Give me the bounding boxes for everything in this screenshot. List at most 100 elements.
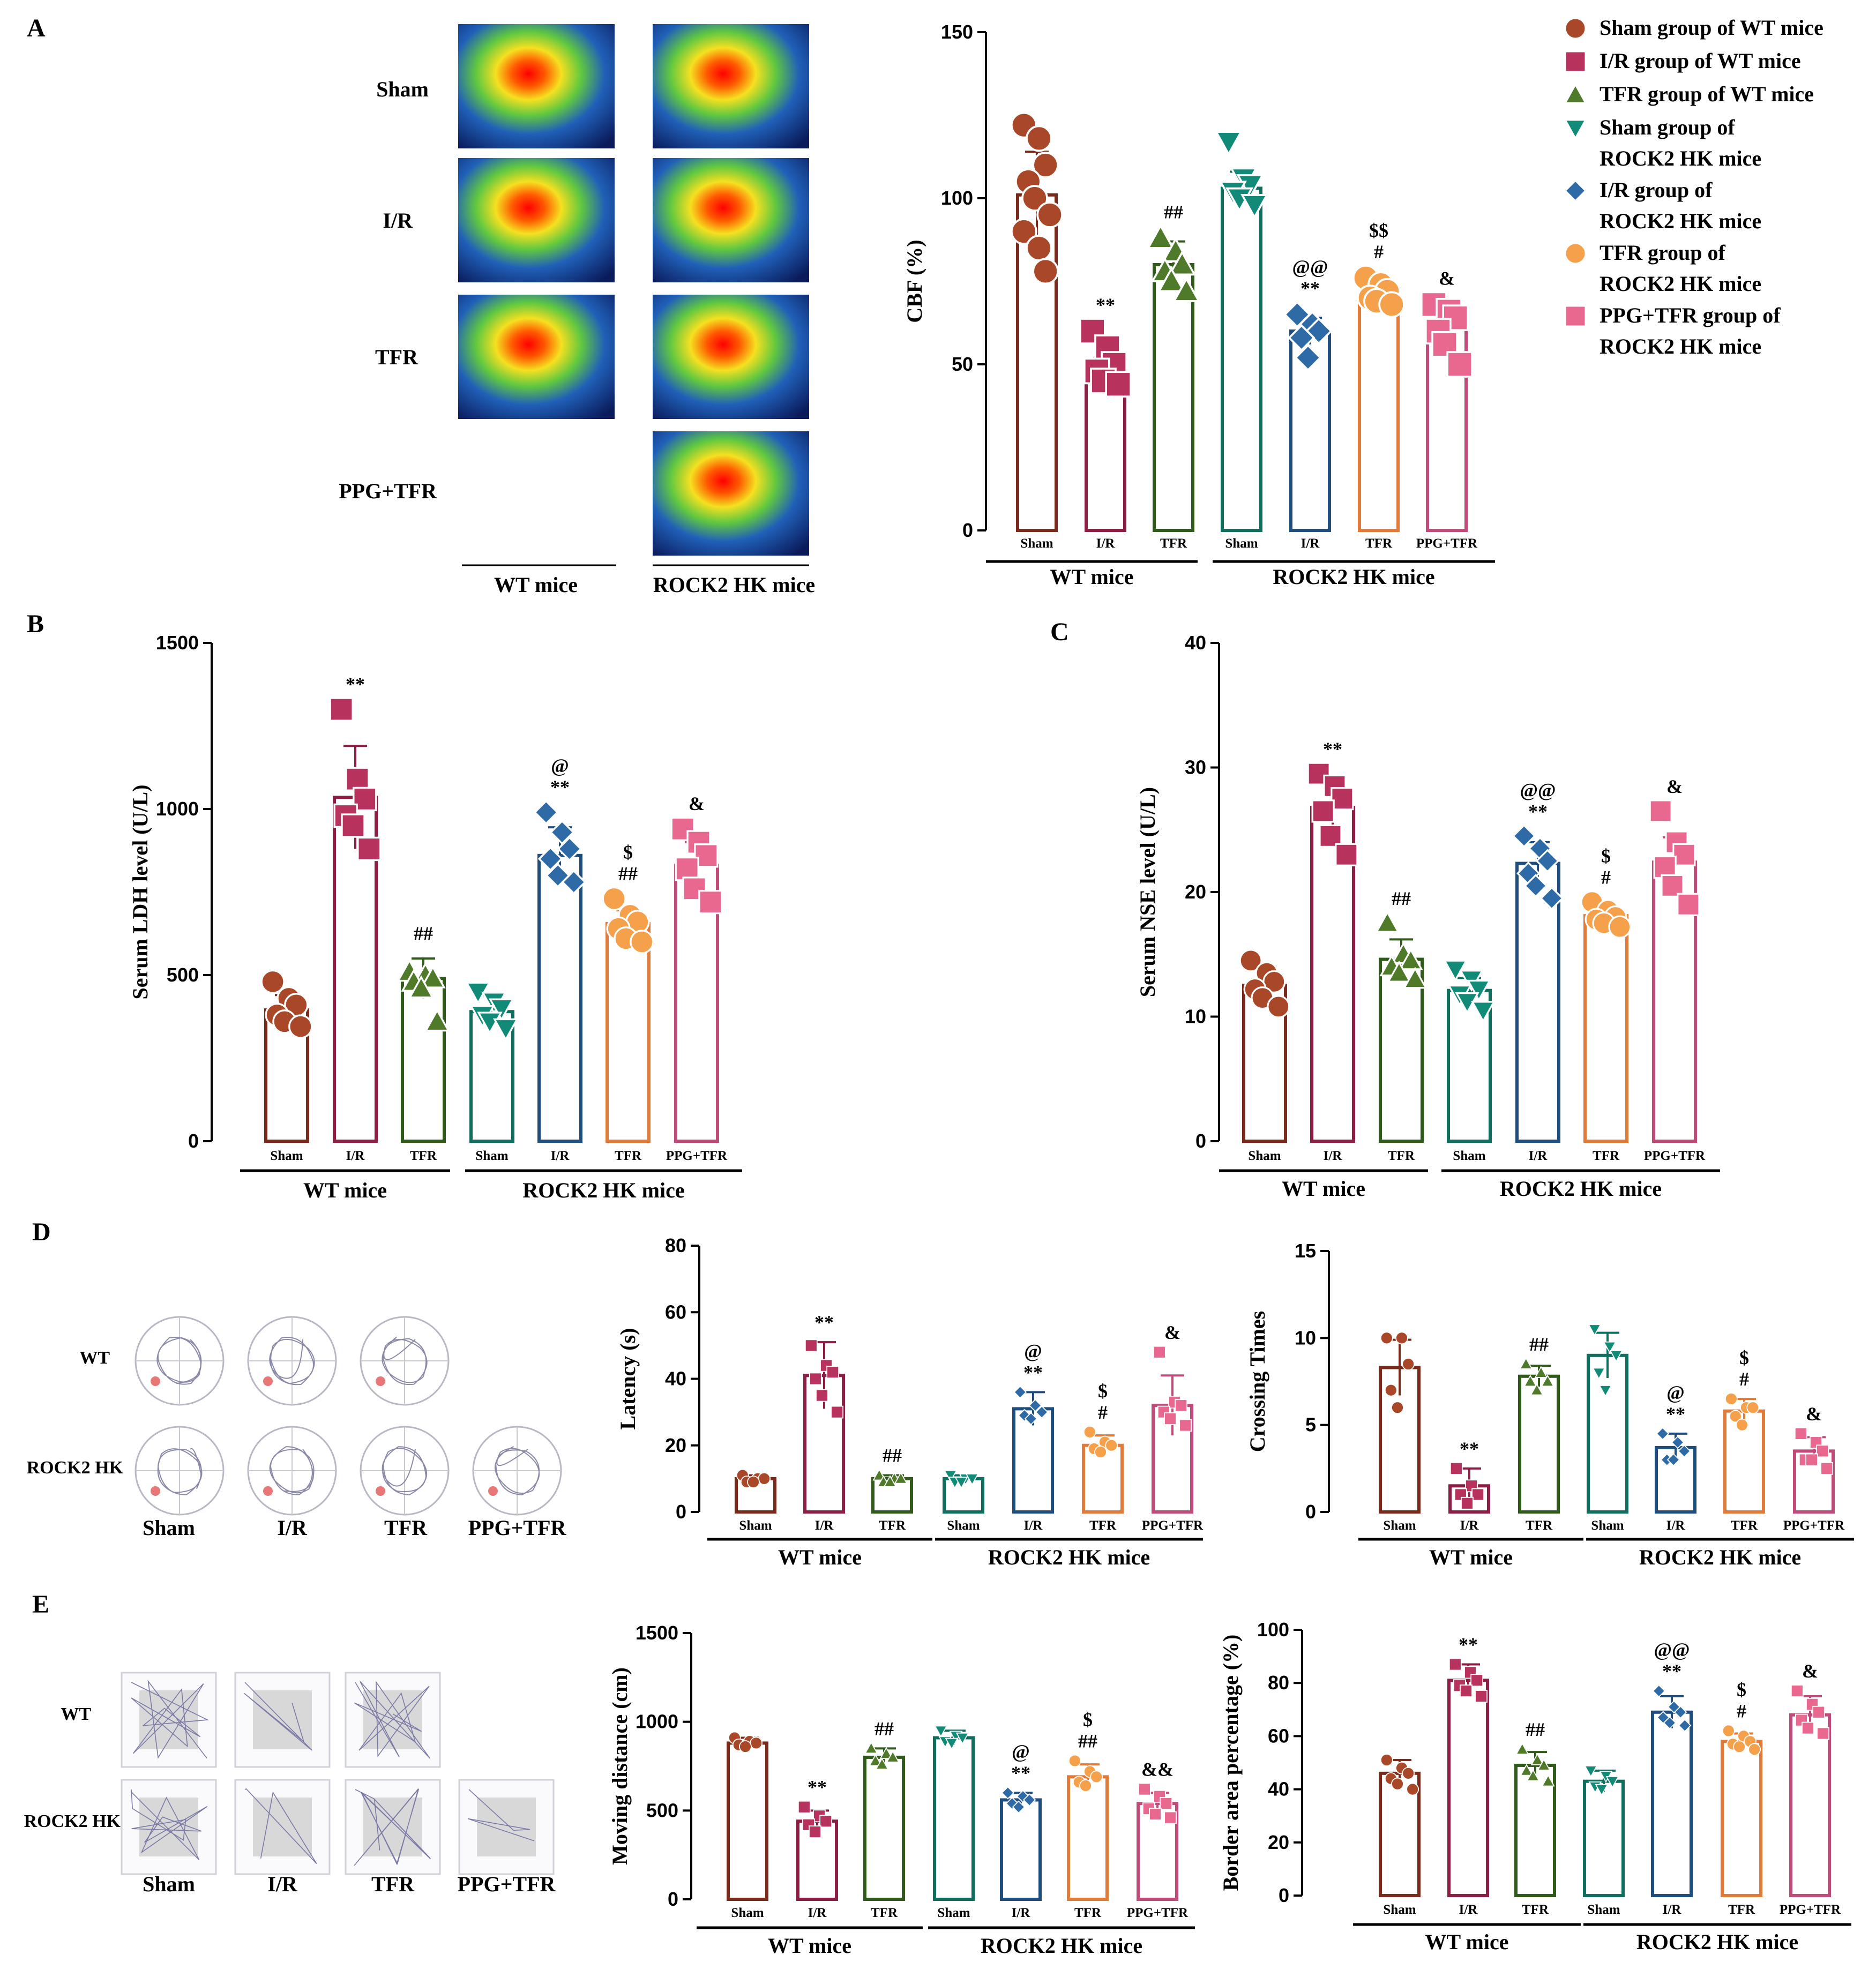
- data-point: [831, 1405, 844, 1419]
- chart-d1: 0 20 40 60 80 Latency (s) Sham ** I/R ## TFR Sham **…: [616, 1234, 1204, 1569]
- data-point: [424, 1008, 450, 1032]
- chart-e1: 0 500 1000 1500 Moving distance (cm) Sham ** I/…: [608, 1622, 1195, 1958]
- data-point: [675, 856, 699, 881]
- significance-label: **: [1323, 738, 1342, 760]
- significance-label: #: [1374, 241, 1384, 263]
- data-point: [1467, 979, 1491, 1002]
- chart-c: 0 10 20 30 40 Serum NSE level (U/L) Sham ** I/R #…: [1135, 632, 1720, 1201]
- bar: [1242, 984, 1287, 1143]
- data-point: [1609, 1350, 1623, 1362]
- data-point: [1240, 194, 1269, 220]
- maze-image: [472, 1426, 562, 1516]
- bar: [1583, 914, 1628, 1143]
- data-point: [826, 1366, 840, 1379]
- y-tick-label: 500: [646, 1799, 678, 1821]
- data-point: [357, 836, 382, 862]
- data-point: [1530, 1383, 1544, 1396]
- significance-label: $: [1739, 1347, 1749, 1368]
- group-label: WT mice: [778, 1545, 862, 1569]
- data-point: [945, 1738, 959, 1750]
- data-point: [1526, 1769, 1540, 1781]
- y-tick-label: 20: [1185, 881, 1206, 903]
- data-point: [1512, 824, 1536, 848]
- data-point: [345, 767, 370, 791]
- x-tick-label: PPG+TFR: [1416, 536, 1478, 551]
- data-point: [1175, 1399, 1188, 1412]
- data-point: [477, 1012, 503, 1035]
- significance-label: @: [1666, 1382, 1685, 1403]
- x-tick-label: PPG+TFR: [1783, 1518, 1845, 1533]
- x-tick-label: TFR: [410, 1149, 437, 1163]
- maze-image: [360, 1316, 450, 1406]
- significance-label: **: [1096, 294, 1115, 316]
- significance-label: #: [1739, 1368, 1749, 1390]
- laser-speckle-image: [458, 295, 615, 419]
- group-label: WT mice: [1429, 1545, 1513, 1569]
- y-axis-label: Moving distance (cm): [608, 1667, 632, 1865]
- group-label: WT mice: [1425, 1930, 1509, 1954]
- x-tick-label: Sham: [937, 1906, 970, 1920]
- legend-marker: [1564, 305, 1587, 327]
- x-tick-label: PPG+TFR: [1644, 1149, 1706, 1163]
- panel-a-row-label: TFR: [375, 345, 418, 369]
- data-point: [804, 1339, 818, 1352]
- x-tick-label: Sham: [1587, 1903, 1620, 1917]
- maze-image: [134, 1316, 225, 1406]
- y-axis-label: Serum NSE level (U/L): [1135, 787, 1160, 997]
- data-point: [1448, 1658, 1462, 1671]
- x-tick-label: TFR: [1074, 1906, 1102, 1920]
- data-point: [561, 870, 587, 895]
- data-point: [1236, 174, 1265, 199]
- x-tick-label: TFR: [879, 1518, 906, 1533]
- data-point: [1733, 1740, 1746, 1754]
- legend-marker: [1564, 50, 1587, 73]
- significance-label: ##: [883, 1445, 902, 1466]
- y-axis-label: Crossing Times: [1245, 1311, 1269, 1452]
- x-tick-label: TFR: [1522, 1903, 1549, 1917]
- y-tick-label: 100: [941, 187, 973, 209]
- data-point: [1673, 1705, 1687, 1719]
- legend-marker: [1564, 83, 1587, 104]
- panel-e-images: WT ROCK2 HK Sham I/R TFR PPG+TFR: [24, 1672, 556, 1896]
- data-point: [329, 697, 354, 722]
- data-point: [1090, 1770, 1103, 1784]
- maze-image: [360, 1426, 450, 1516]
- data-point: [1094, 1446, 1107, 1459]
- data-point: [1608, 915, 1632, 939]
- data-point: [1584, 1765, 1598, 1778]
- y-axis-label: CBF (%): [902, 239, 926, 323]
- data-point: [1605, 1776, 1619, 1788]
- panel-e-row-label: WT: [61, 1704, 91, 1724]
- group-label: ROCK2 HK mice: [1500, 1177, 1662, 1201]
- data-point: [1179, 1419, 1192, 1432]
- x-tick-label: Sham: [1383, 1903, 1416, 1917]
- data-point: [739, 1740, 752, 1753]
- legend-marker: [1564, 242, 1587, 265]
- y-tick-label: 0: [668, 1888, 678, 1910]
- bar: [863, 1755, 905, 1901]
- data-point: [1523, 1374, 1537, 1387]
- data-point: [1678, 1719, 1692, 1732]
- y-tick-label: 0: [1279, 1884, 1289, 1906]
- significance-label: **: [814, 1312, 834, 1333]
- data-point: [1384, 1383, 1397, 1397]
- y-tick-label: 60: [1268, 1725, 1289, 1747]
- data-point: [1391, 1777, 1404, 1791]
- data-point: [1172, 276, 1201, 302]
- y-tick-label: 80: [665, 1234, 686, 1256]
- data-point: [533, 799, 559, 825]
- legend-marker: [1564, 17, 1587, 40]
- bar: [537, 853, 582, 1143]
- data-point: [1471, 1488, 1485, 1501]
- data-point: [1812, 1705, 1826, 1719]
- data-point: [1661, 874, 1684, 897]
- data-point: [1153, 1345, 1166, 1359]
- x-tick-label: I/R: [815, 1518, 834, 1533]
- data-point: [1519, 1357, 1533, 1369]
- significance-label: #: [1098, 1402, 1108, 1423]
- y-tick-label: 100: [1257, 1619, 1289, 1641]
- open-field-image: [121, 1672, 217, 1768]
- data-point: [809, 1825, 821, 1838]
